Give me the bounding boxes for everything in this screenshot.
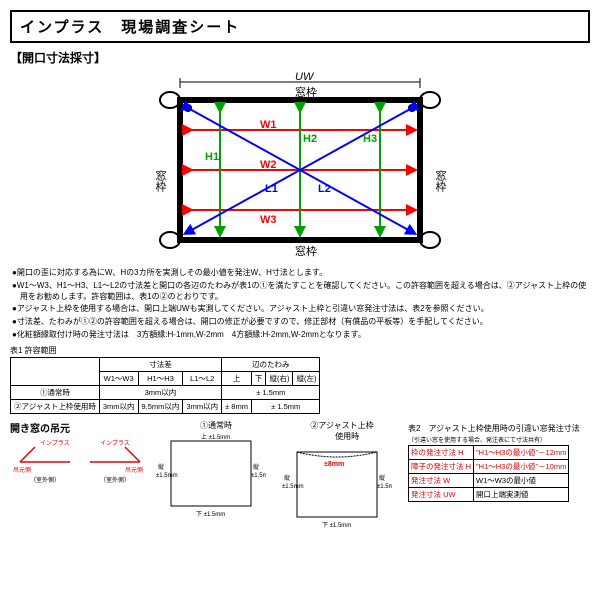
notes-list: ●開口の歪に対応する為にW、Hの3カ所を実測しその最小値を発注W、H寸法とします… (12, 268, 588, 341)
w3-label: W3 (260, 214, 277, 226)
frame-right: 窓枠 (434, 169, 447, 193)
svg-text:下 ±1.5mm: 下 ±1.5mm (322, 522, 351, 529)
note-2: ●アジャスト上枠を使用する場合は、開口上端UWも実測してください。アジャスト上枠… (12, 304, 588, 315)
small-diagram-normal: ①通常時 上 ±1.5mm 下 ±1.5mm 縦±1.5mm 縦±1.5mm (156, 420, 276, 523)
frame-left: 窓枠 (154, 169, 167, 193)
small-diagram-adjust: ②アジャスト上枠 使用時 ±8mm 下 ±1.5mm 縦±1.5mm 縦±1.5… (282, 420, 402, 534)
l1-label: L1 (265, 183, 278, 195)
note-1: ●W1～W3、H1～H3、L1～L2の寸法差と開口の各辺のたわみが表1の①を満た… (12, 281, 588, 303)
table1-title: 表1 許容範囲 (10, 345, 590, 356)
svg-text:吊元側: 吊元側 (125, 466, 143, 474)
svg-text:インプラス: インプラス (40, 440, 70, 447)
subtitle: 【開口寸法採寸】 (10, 49, 590, 66)
svg-text:縦: 縦 (284, 474, 290, 482)
note-4: ●化粧額縁取付け時の発注寸法は 3方額縁:H-1mm,W-2mm 4方額縁:H-… (12, 330, 588, 341)
table1: 寸法差 辺のたわみ W1～W3H1～H3L1～L2 上下縦(右)縦(左) ①通常… (10, 357, 320, 414)
svg-text:インプラス: インプラス (100, 440, 130, 447)
table2-block: 表2 アジャスト上枠使用時の引違い窓発注寸法 （引違い窓を使用する場合、発注表に… (408, 420, 580, 502)
svg-text:吊元側: 吊元側 (13, 466, 31, 474)
hinge-diagram: 開き窓の吊元 インプラス インプラス 吊元側 吊元側 （室外側） （室外側） (10, 420, 150, 489)
svg-text:縦: 縦 (158, 463, 164, 471)
note-3: ●寸法差、たわみが①②の許容範囲を超える場合は、開口の修正が必要ですので、修正部… (12, 317, 588, 328)
w1-label: W1 (260, 119, 277, 131)
note-0: ●開口の歪に対応する為にW、Hの3カ所を実測しその最小値を発注W、H寸法とします… (12, 268, 588, 279)
w2-label: W2 (260, 159, 277, 171)
h2-label: H2 (303, 133, 317, 145)
frame-bot: 窓枠 (295, 244, 317, 258)
table2: 枠の発注寸法 H"H1～H3の最小値"－12mm 障子の発注寸法 H"H1～H3… (408, 445, 569, 502)
h3-label: H3 (363, 133, 377, 145)
svg-text:縦: 縦 (379, 474, 385, 482)
svg-text:下 ±1.5mm: 下 ±1.5mm (196, 511, 225, 518)
uw-label: UW (295, 71, 315, 83)
l2-label: L2 (318, 183, 331, 195)
svg-text:±1.5mm: ±1.5mm (251, 473, 266, 479)
svg-text:上 ±1.5mm: 上 ±1.5mm (201, 433, 230, 441)
doc-title: インプラス 現場調査シート (10, 10, 590, 43)
frame-top: 窓枠 (295, 85, 317, 99)
h1-label: H1 (205, 151, 219, 163)
svg-text:（室外側）: （室外側） (100, 476, 130, 484)
svg-text:±1.5mm: ±1.5mm (282, 484, 304, 490)
svg-text:±1.5mm: ±1.5mm (377, 484, 392, 490)
svg-text:（室外側）: （室外側） (30, 476, 60, 484)
svg-text:縦: 縦 (253, 463, 259, 471)
svg-text:±8mm: ±8mm (324, 461, 344, 468)
main-diagram: UW 窓枠 窓枠 窓枠 窓枠 W1 W2 W3 (10, 70, 590, 262)
svg-text:±1.5mm: ±1.5mm (156, 473, 178, 479)
